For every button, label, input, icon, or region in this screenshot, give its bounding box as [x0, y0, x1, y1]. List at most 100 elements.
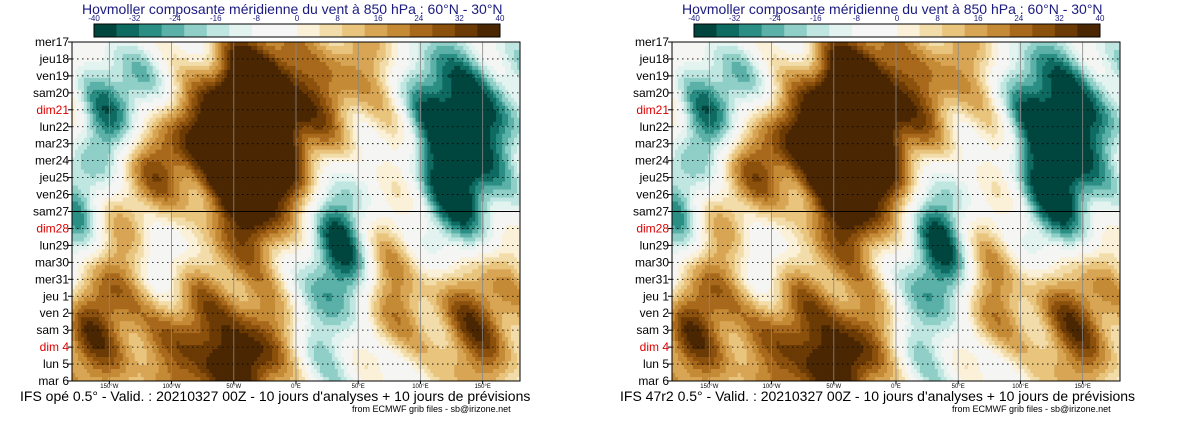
field-cell	[496, 113, 500, 119]
field-cell	[176, 69, 180, 75]
field-cell	[358, 77, 363, 83]
field-cell	[388, 42, 392, 47]
field-cell	[188, 185, 192, 190]
field-cell	[86, 89, 91, 95]
field-cell	[355, 89, 360, 95]
field-cell	[257, 121, 261, 127]
field-cell	[385, 137, 389, 143]
field-cell	[233, 137, 237, 143]
field-cell	[487, 141, 491, 147]
field-cell	[316, 89, 321, 95]
field-cell	[352, 45, 357, 51]
field-cell	[373, 81, 378, 87]
field-cell	[275, 117, 279, 123]
field-cell	[197, 157, 201, 163]
field-cell	[122, 109, 127, 115]
field-cell	[373, 109, 378, 115]
field-cell	[355, 45, 360, 51]
field-cell	[239, 97, 243, 103]
field-cell	[230, 173, 234, 178]
field-cell	[514, 121, 518, 127]
field-cell	[439, 109, 443, 115]
field-cell	[424, 97, 428, 103]
field-cell	[316, 113, 321, 119]
field-cell	[340, 149, 345, 155]
field-cell	[74, 149, 79, 155]
field-cell	[487, 185, 491, 190]
field-cell	[322, 73, 327, 79]
field-cell	[146, 125, 151, 131]
field-cell	[212, 177, 216, 182]
field-cell	[448, 81, 452, 87]
field-cell	[487, 101, 491, 107]
field-cell	[254, 109, 258, 115]
field-cell	[290, 129, 294, 135]
field-cell	[194, 149, 198, 155]
field-cell	[83, 165, 88, 171]
field-cell	[131, 69, 136, 75]
field-cell	[227, 113, 231, 119]
field-cell	[307, 169, 312, 175]
field-cell	[296, 177, 300, 182]
field-cell	[466, 65, 470, 71]
field-cell	[340, 85, 345, 91]
field-cell	[206, 42, 210, 47]
field-cell	[301, 49, 306, 55]
field-cell	[218, 89, 222, 95]
field-cell	[340, 101, 345, 107]
field-cell	[200, 169, 204, 175]
field-cell	[245, 93, 249, 99]
field-cell	[475, 145, 479, 151]
field-cell	[77, 69, 82, 75]
field-cell	[263, 113, 267, 119]
field-cell	[409, 117, 413, 123]
field-cell	[92, 137, 97, 143]
field-cell	[128, 153, 133, 159]
field-cell	[230, 65, 234, 71]
field-cell	[188, 181, 192, 186]
field-cell	[170, 42, 174, 47]
field-cell	[296, 81, 300, 87]
field-cell	[478, 57, 482, 63]
field-cell	[131, 101, 136, 107]
field-cell	[307, 177, 312, 182]
field-cell	[331, 97, 336, 103]
field-cell	[469, 105, 473, 111]
field-cell	[278, 81, 282, 87]
field-cell	[158, 69, 162, 75]
field-cell	[227, 73, 231, 79]
field-cell	[134, 149, 139, 155]
field-cell	[463, 89, 467, 95]
field-cell	[463, 53, 467, 59]
field-cell	[484, 65, 488, 71]
field-cell	[224, 129, 228, 135]
field-cell	[517, 81, 521, 87]
field-cell	[134, 49, 139, 55]
field-cell	[125, 125, 130, 131]
field-cell	[388, 185, 392, 190]
field-cell	[454, 117, 458, 123]
field-cell	[224, 42, 228, 47]
field-cell	[251, 61, 255, 67]
field-cell	[86, 137, 91, 143]
field-cell	[391, 101, 395, 107]
field-cell	[95, 101, 100, 107]
field-cell	[304, 157, 309, 163]
field-cell	[514, 97, 518, 103]
field-cell	[176, 53, 180, 59]
field-cell	[242, 77, 246, 83]
field-cell	[152, 109, 157, 115]
field-cell	[349, 42, 354, 47]
field-cell	[83, 81, 88, 87]
field-cell	[517, 109, 521, 115]
field-cell	[155, 81, 160, 87]
field-cell	[490, 93, 494, 99]
field-cell	[206, 185, 210, 190]
field-cell	[511, 145, 515, 151]
field-cell	[466, 53, 470, 59]
field-cell	[502, 121, 506, 127]
field-cell	[409, 69, 413, 75]
field-cell	[367, 109, 372, 115]
field-cell	[406, 105, 410, 111]
field-cell	[484, 89, 488, 95]
